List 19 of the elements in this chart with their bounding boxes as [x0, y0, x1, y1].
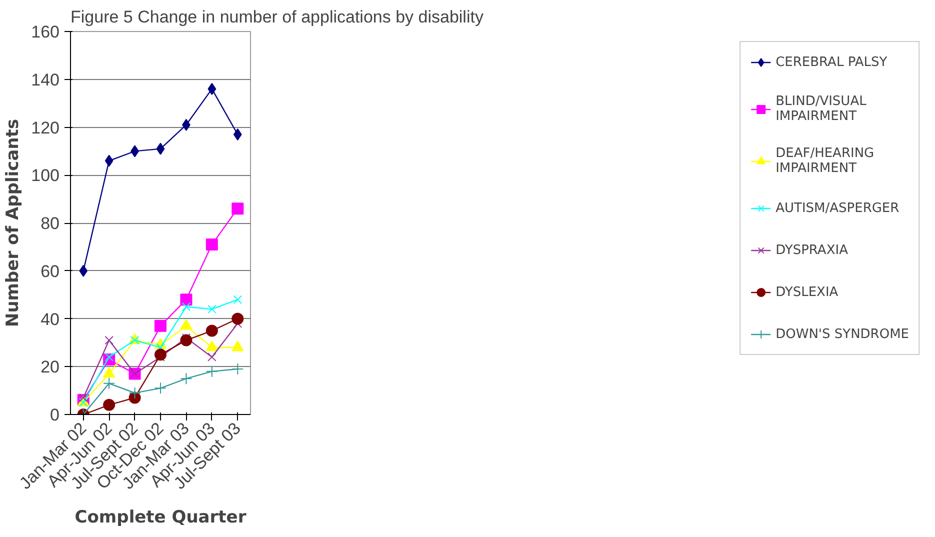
legend-label: DOWN'S SYNDROME [776, 326, 909, 342]
legend-label: DYSLEXIA [776, 284, 840, 300]
y-tick-label: 100 [31, 166, 60, 186]
x-axis-title: Complete Quarter [74, 508, 247, 528]
chart-title: Figure 5 Change in number of applications by disability [70, 8, 484, 26]
y-tick-label: 140 [31, 70, 60, 90]
legend-label: DEAF/HEARING IMPAIRMENT [776, 146, 876, 176]
y-tick-label: 40 [40, 310, 60, 329]
legend-label: DYSPRAXIA [776, 242, 849, 258]
y-tick-label: 80 [40, 214, 60, 233]
legend-label: CEREBRAL PALSY [776, 54, 888, 70]
y-tick-label: 20 [40, 358, 60, 377]
y-tick-label: 160 [31, 22, 60, 42]
y-axis-title: Number of Applicants [3, 118, 24, 328]
y-tick-label: 60 [40, 262, 60, 281]
y-tick-label: 120 [31, 118, 60, 138]
legend-label: AUTISM/ASPERGER [776, 200, 900, 216]
y-tick-label: 0 [50, 406, 60, 424]
legend-label: BLIND/VISUAL IMPAIRMENT [776, 94, 868, 124]
